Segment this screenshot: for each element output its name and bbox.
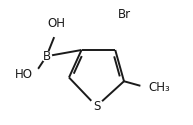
- Text: CH₃: CH₃: [148, 81, 170, 94]
- Circle shape: [141, 80, 156, 95]
- Circle shape: [25, 68, 40, 82]
- Text: B: B: [42, 50, 51, 63]
- Circle shape: [117, 14, 131, 28]
- Text: HO: HO: [15, 68, 33, 82]
- Text: Br: Br: [117, 8, 130, 21]
- Circle shape: [41, 51, 52, 61]
- Circle shape: [50, 23, 63, 37]
- Text: OH: OH: [47, 17, 65, 30]
- Circle shape: [90, 99, 103, 113]
- Text: S: S: [93, 100, 100, 113]
